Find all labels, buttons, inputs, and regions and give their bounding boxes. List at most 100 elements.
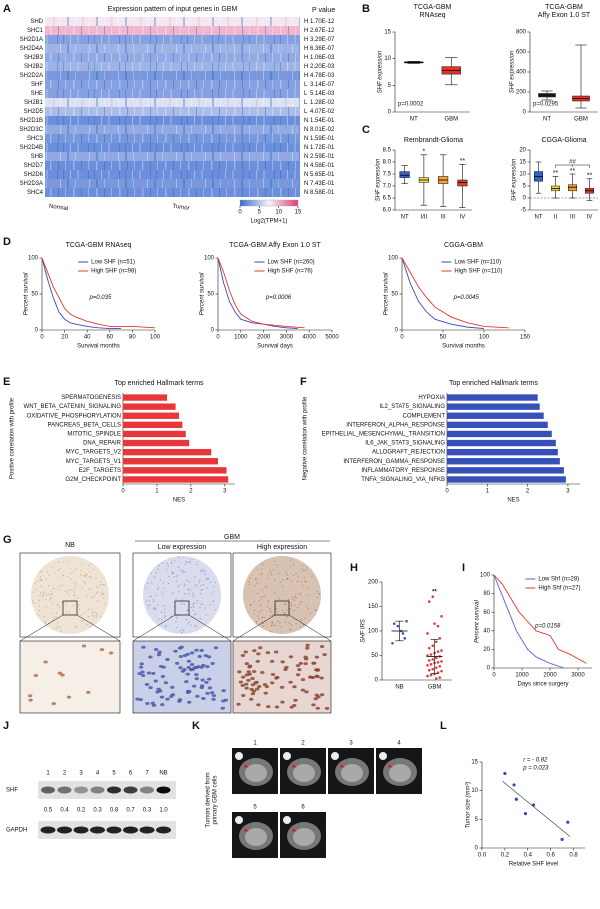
y-tick-label: 600: [516, 50, 527, 56]
stain-speckle: [40, 576, 42, 578]
cell-nucleus: [297, 668, 302, 672]
stain-speckle: [207, 578, 209, 580]
y-tick-label: 100: [28, 256, 39, 262]
x-tick-label: 1000: [234, 335, 248, 341]
cell-nucleus: [311, 661, 317, 665]
stain-speckle: [181, 628, 183, 630]
stain-speckle: [39, 594, 41, 597]
stain-speckle: [53, 587, 55, 590]
point: [426, 664, 429, 667]
cell-nucleus: [266, 705, 271, 709]
stain-speckle: [272, 615, 274, 617]
stain-speckle: [301, 581, 303, 583]
heatmap-texture: [45, 53, 300, 62]
x-tick-label: 5000: [325, 335, 339, 341]
x-tick-label: 0.8: [569, 853, 578, 859]
y-tick-label: 8.0: [383, 160, 392, 166]
stain-speckle: [164, 605, 167, 607]
cell-nucleus: [205, 691, 210, 695]
stain-speckle: [156, 588, 159, 590]
bar: [447, 403, 540, 410]
y-tick-label: 50: [391, 292, 398, 298]
cell-nucleus: [244, 686, 249, 690]
stain-speckle: [293, 596, 296, 598]
stain-speckle: [306, 567, 308, 569]
cell-nucleus: [190, 667, 196, 671]
stain-speckle: [157, 604, 159, 606]
legend-label: Low Shf (n=28): [538, 577, 579, 583]
stain-speckle: [80, 614, 82, 616]
bar: [123, 439, 190, 447]
stain-speckle: [103, 594, 105, 596]
stain-speckle: [168, 575, 170, 578]
stain-speckle: [277, 620, 279, 622]
x-tick-label: 2: [526, 489, 530, 495]
cell-nucleus: [274, 705, 280, 709]
stain-speckle: [274, 592, 276, 594]
lane-label: 6: [129, 771, 133, 777]
cell-nucleus: [252, 649, 257, 653]
x-tick-label: 2000: [543, 673, 557, 679]
heatmap-texture: [45, 17, 300, 26]
p-value: 3.14E-07: [310, 82, 335, 88]
stain-speckle: [70, 578, 72, 580]
cell-nucleus: [298, 661, 304, 665]
stain-speckle: [213, 600, 215, 602]
y-tick-label: 15: [519, 160, 526, 166]
stain-speckle: [177, 556, 180, 559]
stain-speckle: [96, 592, 98, 594]
stain-speckle: [177, 586, 179, 588]
stain-speckle: [38, 599, 41, 601]
group-label: Tumor: [172, 204, 190, 212]
stain-speckle: [78, 609, 81, 611]
stain-speckle: [194, 624, 196, 626]
cell-nucleus: [324, 706, 330, 710]
point: [427, 668, 431, 672]
cell-nucleus: [182, 654, 188, 658]
stain-speckle: [52, 617, 54, 619]
cell-nucleus: [28, 698, 33, 702]
cell-nucleus: [283, 667, 288, 671]
cell-nucleus: [249, 697, 254, 701]
cell-nucleus: [293, 698, 298, 702]
p-value: 1.59E-01: [310, 136, 335, 142]
stain-speckle: [72, 571, 74, 573]
stain-speckle: [176, 580, 178, 582]
stain-speckle: [271, 621, 273, 623]
cell-nucleus: [292, 685, 297, 689]
point: [440, 660, 443, 663]
cell-nucleus: [238, 680, 244, 684]
stain-speckle: [292, 609, 295, 612]
cell-nucleus: [314, 655, 320, 659]
stain-speckle: [249, 604, 252, 606]
stain-speckle: [205, 578, 207, 580]
stain-speckle: [42, 593, 45, 595]
cell-nucleus: [288, 680, 293, 684]
cell-nucleus: [108, 651, 114, 655]
cell-nucleus: [197, 654, 202, 658]
stain-speckle: [62, 560, 64, 563]
band: [106, 826, 122, 834]
stain-speckle: [87, 608, 89, 611]
stain-speckle: [104, 603, 106, 605]
point: [438, 637, 442, 640]
point: [440, 615, 443, 618]
status-label: N: [304, 163, 308, 169]
stain-speckle: [285, 578, 288, 580]
stain-speckle: [145, 600, 148, 602]
stain-speckle: [170, 615, 172, 618]
stain-speckle: [193, 606, 195, 608]
x-tick-label: 0: [40, 335, 44, 341]
stain-speckle: [75, 583, 77, 585]
point: [427, 659, 431, 662]
stain-speckle: [91, 622, 93, 624]
image-number: 2: [301, 741, 305, 747]
stain-speckle: [274, 560, 276, 563]
cell-nucleus: [254, 680, 259, 684]
stain-speckle: [262, 616, 264, 618]
stain-speckle: [97, 587, 99, 589]
status-label: N: [304, 154, 308, 160]
category-label: EPITHELIAL_MESENCHYMAL_TRANSITION: [322, 432, 445, 438]
stain-speckle: [256, 569, 258, 571]
